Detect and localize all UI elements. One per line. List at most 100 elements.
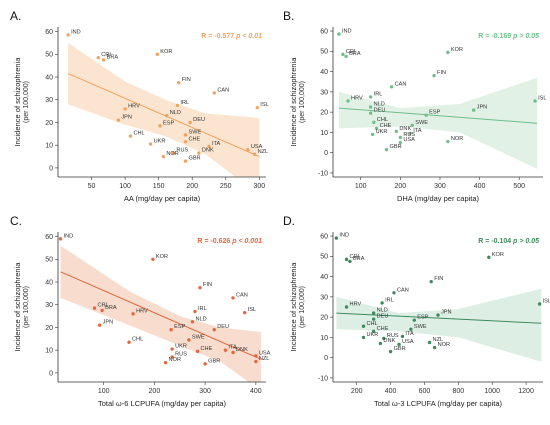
stat-p: p < 0.01 bbox=[235, 33, 262, 40]
data-point bbox=[361, 324, 366, 328]
y-tick-label: 20 bbox=[45, 120, 53, 127]
y-tick-label: 10 bbox=[45, 348, 53, 355]
data-point bbox=[368, 105, 373, 109]
point-label: GBR bbox=[394, 346, 406, 352]
x-tick-label: 200 bbox=[149, 388, 161, 395]
point-label: FIN bbox=[182, 77, 191, 83]
y-tick-label: 30 bbox=[320, 294, 328, 301]
data-point bbox=[131, 312, 135, 316]
data-point bbox=[346, 99, 350, 103]
point-label: NZL bbox=[259, 356, 270, 362]
data-point bbox=[183, 133, 188, 137]
x-tick-label: 400 bbox=[250, 388, 262, 395]
point-label: KOR bbox=[451, 47, 463, 53]
data-point bbox=[66, 33, 70, 37]
point-label: NOR bbox=[166, 151, 178, 157]
stat-annotation: R = -0.169 p > 0.05 bbox=[478, 33, 539, 40]
point-label: BRA bbox=[105, 305, 117, 311]
data-point bbox=[207, 144, 211, 149]
data-point bbox=[537, 302, 542, 306]
point-label: ITA bbox=[405, 331, 414, 337]
stat-r: R = -0.626 bbox=[197, 238, 232, 245]
y-tick-label: 10 bbox=[320, 335, 328, 342]
x-tick-label: 800 bbox=[452, 388, 464, 395]
data-point bbox=[382, 336, 386, 341]
data-point bbox=[436, 313, 440, 317]
point-label: ISL bbox=[538, 95, 546, 101]
point-label: SWE bbox=[188, 129, 201, 135]
confidence-band bbox=[336, 288, 542, 362]
point-label: GBR bbox=[188, 156, 200, 162]
point-label: DEU bbox=[377, 314, 389, 320]
point-label: ISL bbox=[248, 307, 256, 313]
y-tick-label: 20 bbox=[320, 315, 328, 322]
x-tick-label: 100 bbox=[119, 183, 131, 190]
stat-annotation: R = -0.577 p < 0.01 bbox=[201, 33, 262, 40]
data-point bbox=[127, 340, 131, 344]
y-axis-title: Incidence of schizophrenia bbox=[13, 262, 22, 352]
stat-r: R = -0.104 bbox=[478, 238, 513, 245]
point-label: NOR bbox=[438, 342, 450, 348]
data-point bbox=[161, 154, 166, 159]
data-point bbox=[412, 318, 416, 322]
confidence-band bbox=[60, 245, 261, 382]
data-point bbox=[372, 120, 376, 124]
data-point bbox=[193, 309, 197, 314]
y-tick-label: 0 bbox=[324, 150, 328, 157]
x-axis-title: AA (mg/day per capita) bbox=[124, 194, 201, 203]
data-point bbox=[424, 113, 428, 117]
data-point bbox=[337, 32, 341, 36]
data-point bbox=[471, 108, 476, 112]
panel-letter: D. bbox=[283, 214, 295, 228]
data-point bbox=[487, 255, 491, 260]
data-point bbox=[533, 99, 537, 103]
regression-line bbox=[336, 312, 542, 324]
data-point bbox=[169, 328, 173, 332]
point-label: IND bbox=[71, 29, 81, 35]
data-point bbox=[212, 328, 216, 332]
panel-letter: A. bbox=[10, 9, 21, 23]
point-label: USA bbox=[251, 144, 263, 150]
y-axis-title: Incidence of schizophrenia bbox=[13, 57, 22, 147]
y-tick-label: 40 bbox=[320, 274, 328, 281]
data-point bbox=[371, 311, 376, 315]
data-point bbox=[408, 131, 412, 136]
point-label: CHE bbox=[380, 123, 392, 129]
point-label: CRI bbox=[101, 52, 111, 58]
x-tick-label: 600 bbox=[419, 388, 431, 395]
point-label: SWE bbox=[414, 324, 427, 330]
data-point bbox=[177, 80, 181, 85]
point-label: FIN bbox=[437, 70, 446, 76]
confidence-band bbox=[338, 77, 538, 169]
stat-p: p > 0.05 bbox=[512, 238, 539, 245]
x-axis-title: Total ω-3 LCPUFA (mg/day per capita) bbox=[374, 399, 502, 408]
point-label: KOR bbox=[492, 252, 504, 258]
data-point bbox=[368, 95, 373, 99]
y-tick-label: 40 bbox=[45, 74, 53, 81]
point-label: ESP bbox=[417, 315, 428, 321]
y-tick-label: 60 bbox=[320, 28, 328, 35]
data-point bbox=[92, 306, 97, 310]
y-tick-label: 50 bbox=[45, 52, 53, 59]
data-point bbox=[58, 237, 63, 241]
data-point bbox=[231, 350, 235, 355]
y-axis-title: Incidence of schizophrenia bbox=[289, 262, 298, 352]
data-point bbox=[212, 91, 217, 95]
point-label: CHL bbox=[133, 131, 144, 137]
y-tick-label: 60 bbox=[45, 234, 53, 241]
data-point bbox=[371, 317, 376, 321]
data-point bbox=[388, 349, 393, 354]
data-point bbox=[171, 151, 176, 155]
data-point bbox=[254, 354, 258, 358]
point-label: HRV bbox=[351, 95, 363, 101]
point-label: KOR bbox=[156, 254, 168, 260]
data-point bbox=[400, 334, 405, 339]
y-tick-label: 30 bbox=[45, 302, 53, 309]
x-tick-label: 1200 bbox=[518, 388, 534, 395]
stat-r: R = -0.169 bbox=[478, 33, 513, 40]
point-label: ISL bbox=[543, 298, 550, 304]
data-point bbox=[429, 279, 433, 284]
point-label: RUS bbox=[175, 352, 187, 358]
point-label: NOR bbox=[169, 357, 181, 363]
stat-r: R = -0.577 bbox=[201, 33, 236, 40]
